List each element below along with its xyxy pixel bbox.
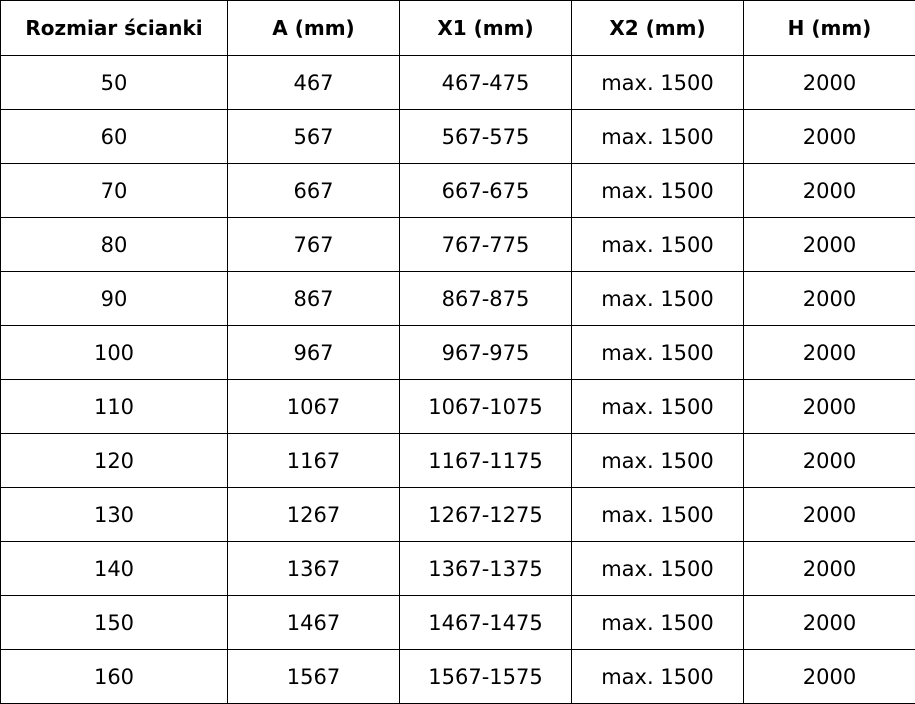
cell-x2: max. 1500	[572, 650, 744, 704]
cell-a: 767	[228, 218, 400, 272]
header-wall-size: Rozmiar ścianki	[1, 1, 228, 56]
cell-wall-size: 90	[1, 272, 228, 326]
cell-a: 867	[228, 272, 400, 326]
header-h: H (mm)	[744, 1, 915, 56]
header-a: A (mm)	[228, 1, 400, 56]
cell-a: 1167	[228, 434, 400, 488]
cell-wall-size: 70	[1, 164, 228, 218]
cell-h: 2000	[744, 110, 915, 164]
cell-h: 2000	[744, 56, 915, 110]
cell-x1: 467-475	[400, 56, 572, 110]
cell-x2: max. 1500	[572, 218, 744, 272]
cell-h: 2000	[744, 164, 915, 218]
cell-wall-size: 160	[1, 650, 228, 704]
cell-x1: 1067-1075	[400, 380, 572, 434]
cell-x2: max. 1500	[572, 542, 744, 596]
cell-x1: 1167-1175	[400, 434, 572, 488]
cell-h: 2000	[744, 218, 915, 272]
cell-h: 2000	[744, 380, 915, 434]
cell-x2: max. 1500	[572, 56, 744, 110]
cell-wall-size: 60	[1, 110, 228, 164]
cell-h: 2000	[744, 650, 915, 704]
header-row: Rozmiar ścianki A (mm) X1 (mm) X2 (mm) H…	[1, 1, 915, 56]
cell-h: 2000	[744, 434, 915, 488]
cell-wall-size: 130	[1, 488, 228, 542]
cell-a: 567	[228, 110, 400, 164]
cell-x1: 1467-1475	[400, 596, 572, 650]
header-x1: X1 (mm)	[400, 1, 572, 56]
cell-wall-size: 50	[1, 56, 228, 110]
cell-a: 1467	[228, 596, 400, 650]
cell-h: 2000	[744, 272, 915, 326]
cell-wall-size: 140	[1, 542, 228, 596]
cell-h: 2000	[744, 326, 915, 380]
cell-wall-size: 120	[1, 434, 228, 488]
cell-x2: max. 1500	[572, 596, 744, 650]
cell-x1: 1267-1275	[400, 488, 572, 542]
cell-x1: 1567-1575	[400, 650, 572, 704]
cell-wall-size: 100	[1, 326, 228, 380]
cell-a: 667	[228, 164, 400, 218]
header-x2: X2 (mm)	[572, 1, 744, 56]
cell-x2: max. 1500	[572, 380, 744, 434]
cell-a: 1267	[228, 488, 400, 542]
cell-wall-size: 110	[1, 380, 228, 434]
cell-x2: max. 1500	[572, 488, 744, 542]
cell-a: 967	[228, 326, 400, 380]
cell-wall-size: 150	[1, 596, 228, 650]
cell-x1: 767-775	[400, 218, 572, 272]
cell-x2: max. 1500	[572, 434, 744, 488]
cell-a: 467	[228, 56, 400, 110]
cell-wall-size: 80	[1, 218, 228, 272]
cell-x2: max. 1500	[572, 164, 744, 218]
cell-h: 2000	[744, 542, 915, 596]
cell-x1: 967-975	[400, 326, 572, 380]
cell-x2: max. 1500	[572, 110, 744, 164]
cell-x1: 567-575	[400, 110, 572, 164]
cell-a: 1367	[228, 542, 400, 596]
cell-x1: 1367-1375	[400, 542, 572, 596]
cell-x2: max. 1500	[572, 272, 744, 326]
cell-h: 2000	[744, 596, 915, 650]
cell-x2: max. 1500	[572, 326, 744, 380]
cell-a: 1067	[228, 380, 400, 434]
cell-a: 1567	[228, 650, 400, 704]
cell-x1: 867-875	[400, 272, 572, 326]
cell-x1: 667-675	[400, 164, 572, 218]
cell-h: 2000	[744, 488, 915, 542]
